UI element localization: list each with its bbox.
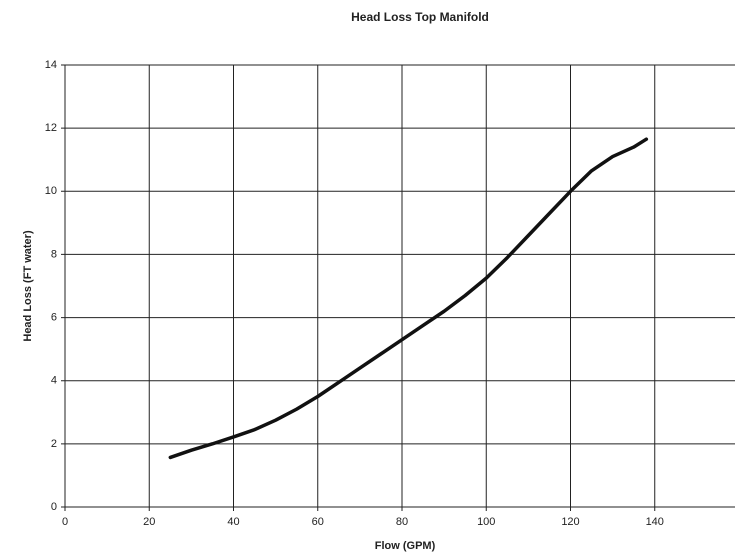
y-tick-label: 0 [51,501,57,513]
x-tick-label: 100 [477,516,495,528]
y-axis-label: Head Loss (FT water) [22,230,34,342]
x-tick-label: 120 [561,516,579,528]
y-tick-label: 14 [45,59,57,71]
chart-title: Head Loss Top Manifold [351,10,489,24]
x-tick-label: 0 [62,516,68,528]
x-tick-label: 20 [143,516,155,528]
y-tick-label: 4 [51,375,57,387]
x-tick-label: 80 [396,516,408,528]
y-tick-label: 6 [51,311,57,323]
x-tick-label: 40 [227,516,239,528]
x-tick-label: 60 [312,516,324,528]
y-tick-label: 10 [45,185,57,197]
data-line [168,137,649,460]
y-tick-label: 2 [51,438,57,450]
x-tick-label: 140 [646,516,664,528]
y-tick-label: 12 [45,122,57,134]
x-axis-label: Flow (GPM) [375,540,436,552]
y-tick-label: 8 [51,248,57,260]
